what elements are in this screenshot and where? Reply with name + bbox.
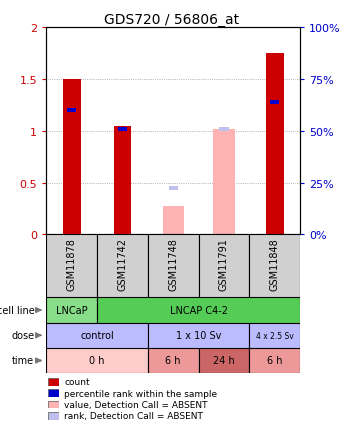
Text: GDS720 / 56806_at: GDS720 / 56806_at <box>104 13 239 27</box>
Bar <box>46 298 97 323</box>
Bar <box>148 348 199 373</box>
Bar <box>213 129 235 235</box>
Bar <box>249 323 300 348</box>
Text: LNCaP: LNCaP <box>56 306 87 315</box>
Text: 6 h: 6 h <box>267 356 283 365</box>
Text: 6 h: 6 h <box>165 356 181 365</box>
Bar <box>97 235 148 298</box>
Text: GSM11878: GSM11878 <box>67 238 77 291</box>
Bar <box>249 235 300 298</box>
Bar <box>199 348 249 373</box>
Text: 4 x 2.5 Sv: 4 x 2.5 Sv <box>256 331 294 340</box>
Text: cell line: cell line <box>0 306 34 315</box>
Text: value, Detection Call = ABSENT: value, Detection Call = ABSENT <box>64 400 208 409</box>
Bar <box>249 348 300 373</box>
Text: percentile rank within the sample: percentile rank within the sample <box>64 389 217 398</box>
Bar <box>46 323 148 348</box>
Bar <box>118 127 127 132</box>
Bar <box>97 298 300 323</box>
Text: 1 x 10 Sv: 1 x 10 Sv <box>176 331 221 340</box>
Text: GSM11791: GSM11791 <box>219 238 229 291</box>
Bar <box>220 127 228 132</box>
Bar <box>169 186 178 191</box>
Text: GSM11742: GSM11742 <box>117 238 128 291</box>
Bar <box>199 235 249 298</box>
Text: time: time <box>12 356 34 365</box>
Text: control: control <box>80 331 114 340</box>
Bar <box>266 54 284 235</box>
Bar <box>148 323 249 348</box>
Bar <box>270 101 279 105</box>
Bar <box>46 348 148 373</box>
Text: rank, Detection Call = ABSENT: rank, Detection Call = ABSENT <box>64 411 203 420</box>
Text: 24 h: 24 h <box>213 356 235 365</box>
Text: 0 h: 0 h <box>89 356 105 365</box>
Text: count: count <box>64 378 90 386</box>
Text: GSM11848: GSM11848 <box>270 238 280 291</box>
Bar <box>148 235 199 298</box>
Text: GSM11748: GSM11748 <box>168 238 178 291</box>
Text: dose: dose <box>11 331 34 340</box>
Text: LNCAP C4-2: LNCAP C4-2 <box>169 306 228 315</box>
Bar <box>114 126 131 235</box>
Bar <box>46 235 97 298</box>
Bar <box>67 109 76 113</box>
Bar <box>63 80 81 235</box>
Bar <box>163 207 184 235</box>
